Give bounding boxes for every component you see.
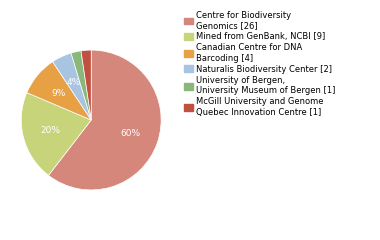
Wedge shape (49, 50, 161, 190)
Wedge shape (71, 51, 91, 120)
Text: 9%: 9% (52, 89, 66, 98)
Text: 60%: 60% (121, 129, 141, 138)
Legend: Centre for Biodiversity
Genomics [26], Mined from GenBank, NCBI [9], Canadian Ce: Centre for Biodiversity Genomics [26], M… (183, 9, 337, 118)
Text: 20%: 20% (41, 126, 61, 135)
Wedge shape (81, 50, 91, 120)
Wedge shape (52, 53, 91, 120)
Wedge shape (21, 93, 91, 175)
Text: 4%: 4% (66, 78, 81, 86)
Wedge shape (27, 62, 91, 120)
